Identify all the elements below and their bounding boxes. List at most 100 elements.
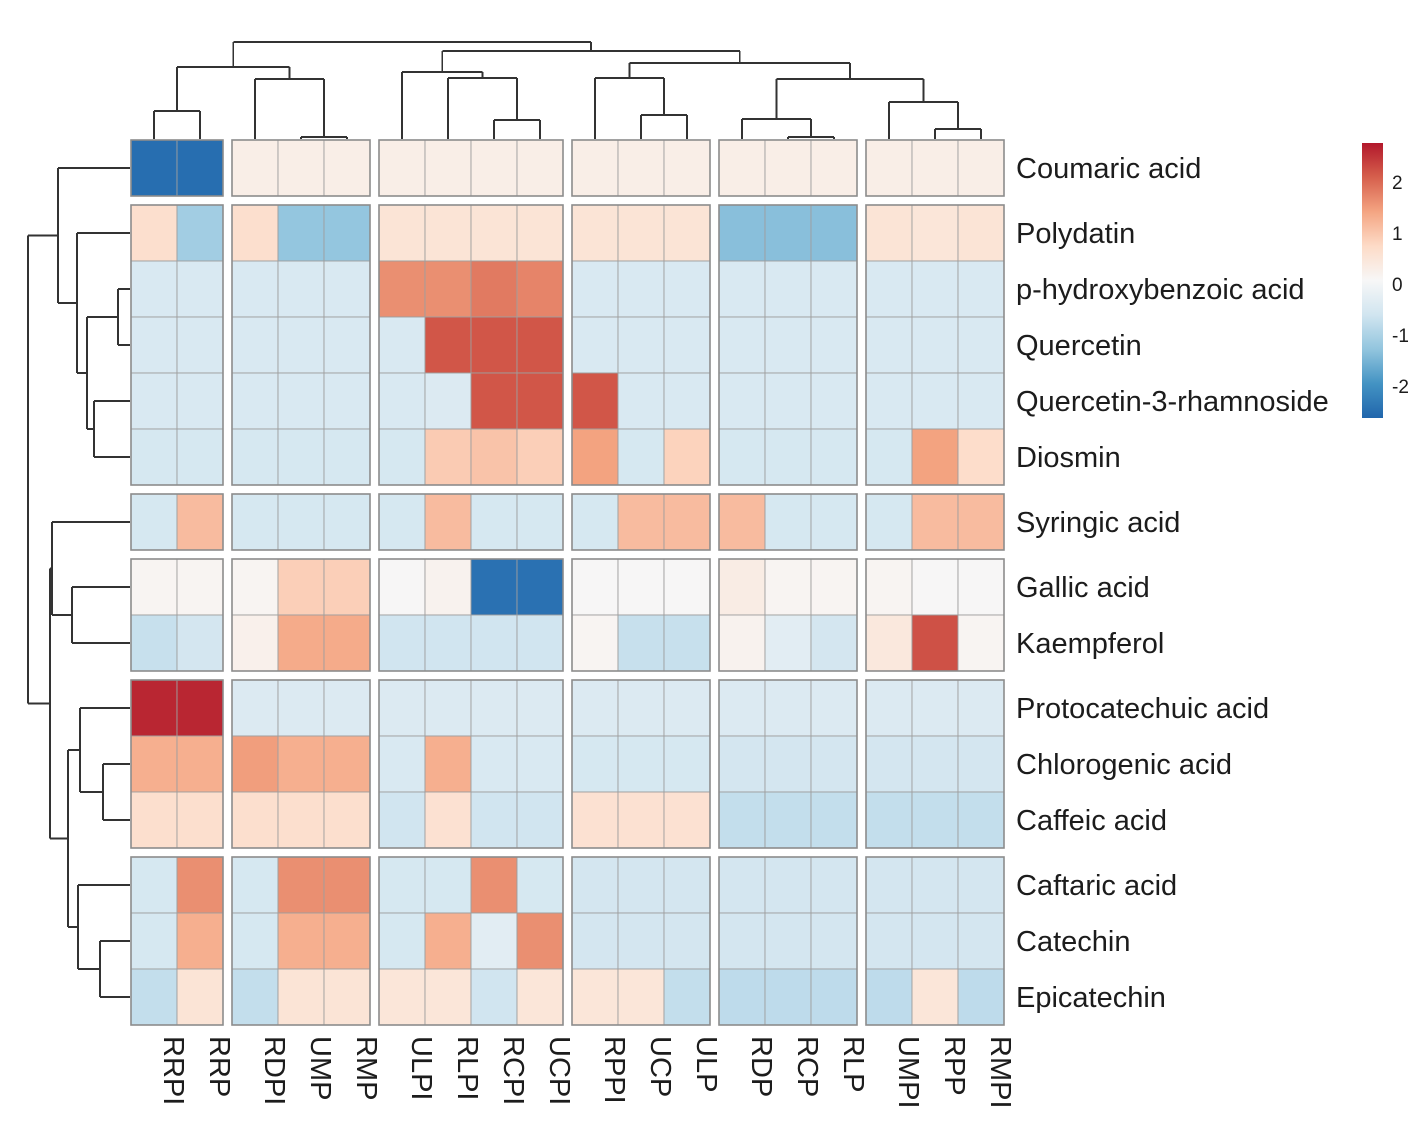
heatmap-cell bbox=[516, 316, 564, 374]
heatmap-cell bbox=[130, 968, 178, 1026]
heatmap-cell bbox=[231, 428, 279, 486]
heatmap-cell bbox=[865, 791, 913, 849]
heatmap-cell bbox=[663, 260, 711, 318]
heatmap-cell bbox=[810, 204, 858, 262]
heatmap-cell bbox=[810, 968, 858, 1026]
heatmap-cell bbox=[176, 139, 224, 197]
heatmap-cell bbox=[764, 493, 812, 551]
heatmap-cell bbox=[516, 204, 564, 262]
heatmap-cell bbox=[231, 614, 279, 672]
heatmap-cell bbox=[378, 260, 426, 318]
heatmap-cell bbox=[516, 558, 564, 616]
heatmap-cell bbox=[865, 856, 913, 914]
heatmap-cell bbox=[231, 558, 279, 616]
heatmap-cell bbox=[571, 912, 619, 970]
heatmap-cell bbox=[277, 372, 325, 430]
heatmap-cell bbox=[470, 372, 518, 430]
row-label: Kaempferol bbox=[1016, 628, 1164, 660]
heatmap-block bbox=[718, 139, 858, 197]
heatmap-cell bbox=[231, 912, 279, 970]
heatmap-cell bbox=[323, 856, 371, 914]
heatmap-cell bbox=[571, 139, 619, 197]
heatmap-block bbox=[231, 493, 371, 551]
colorbar-tick-label: 1 bbox=[1392, 224, 1403, 245]
heatmap-cell bbox=[571, 735, 619, 793]
heatmap-cell bbox=[957, 204, 1005, 262]
heatmap-cell bbox=[323, 204, 371, 262]
heatmap-cell bbox=[957, 139, 1005, 197]
column-dendrogram bbox=[153, 41, 982, 139]
heatmap-cell bbox=[718, 316, 766, 374]
heatmap-cell bbox=[957, 856, 1005, 914]
heatmap-cell bbox=[176, 791, 224, 849]
heatmap-cell bbox=[378, 791, 426, 849]
heatmap-cell bbox=[424, 791, 472, 849]
colorbar-tick-label: -2 bbox=[1392, 377, 1409, 398]
heatmap-cell bbox=[424, 493, 472, 551]
row-label: Chlorogenic acid bbox=[1016, 749, 1232, 781]
heatmap-cell bbox=[323, 493, 371, 551]
heatmap-cell bbox=[911, 428, 959, 486]
heatmap-cell bbox=[130, 428, 178, 486]
heatmap-cell bbox=[323, 968, 371, 1026]
row-label: Syringic acid bbox=[1016, 507, 1180, 539]
heatmap-cell bbox=[277, 204, 325, 262]
heatmap-cell bbox=[865, 735, 913, 793]
heatmap-cell bbox=[957, 614, 1005, 672]
heatmap-cell bbox=[571, 558, 619, 616]
heatmap-cell bbox=[911, 679, 959, 737]
heatmap-cell bbox=[424, 372, 472, 430]
heatmap-block bbox=[378, 204, 564, 486]
column-label: RCPI bbox=[497, 1036, 529, 1105]
heatmap-cell bbox=[277, 316, 325, 374]
heatmap-cell bbox=[231, 791, 279, 849]
row-label: Caffeic acid bbox=[1016, 805, 1167, 837]
heatmap-cell bbox=[130, 204, 178, 262]
heatmap-cell bbox=[176, 912, 224, 970]
column-label: RRPI bbox=[157, 1036, 189, 1105]
heatmap-cell bbox=[810, 735, 858, 793]
heatmap-cell bbox=[957, 558, 1005, 616]
heatmap-cell bbox=[176, 260, 224, 318]
column-label: RMP bbox=[350, 1036, 382, 1100]
heatmap-cell bbox=[323, 139, 371, 197]
heatmap-cell bbox=[911, 791, 959, 849]
heatmap-cell bbox=[424, 968, 472, 1026]
heatmap-cell bbox=[718, 679, 766, 737]
heatmap-cell bbox=[176, 428, 224, 486]
heatmap-cell bbox=[378, 139, 426, 197]
heatmap-cell bbox=[810, 139, 858, 197]
heatmap-cell bbox=[865, 260, 913, 318]
heatmap-cell bbox=[865, 968, 913, 1026]
heatmap-cell bbox=[424, 614, 472, 672]
heatmap-cell bbox=[130, 372, 178, 430]
heatmap-cell bbox=[571, 428, 619, 486]
heatmap-cell bbox=[470, 614, 518, 672]
heatmap-cell bbox=[911, 139, 959, 197]
column-label: UMP bbox=[304, 1036, 336, 1100]
row-label: Catechin bbox=[1016, 926, 1130, 958]
heatmap-cell bbox=[176, 614, 224, 672]
row-label: Coumaric acid bbox=[1016, 153, 1201, 185]
heatmap-cell bbox=[323, 428, 371, 486]
heatmap-cell bbox=[865, 316, 913, 374]
heatmap-cell bbox=[470, 558, 518, 616]
row-label: Gallic acid bbox=[1016, 572, 1150, 604]
heatmap-cell bbox=[176, 679, 224, 737]
heatmap-cell bbox=[911, 493, 959, 551]
heatmap-cell bbox=[571, 260, 619, 318]
heatmap-cell bbox=[176, 735, 224, 793]
heatmap-block bbox=[231, 558, 371, 672]
heatmap-block bbox=[865, 204, 1005, 486]
heatmap-cell bbox=[470, 204, 518, 262]
heatmap-cell bbox=[617, 139, 665, 197]
row-label: Quercetin-3-rhamnoside bbox=[1016, 386, 1329, 418]
heatmap-cell bbox=[663, 139, 711, 197]
heatmap-cell bbox=[911, 735, 959, 793]
heatmap-cell bbox=[617, 968, 665, 1026]
heatmap-cell bbox=[424, 139, 472, 197]
heatmap-cell bbox=[130, 791, 178, 849]
heatmap-cell bbox=[663, 204, 711, 262]
heatmap-cell bbox=[764, 912, 812, 970]
